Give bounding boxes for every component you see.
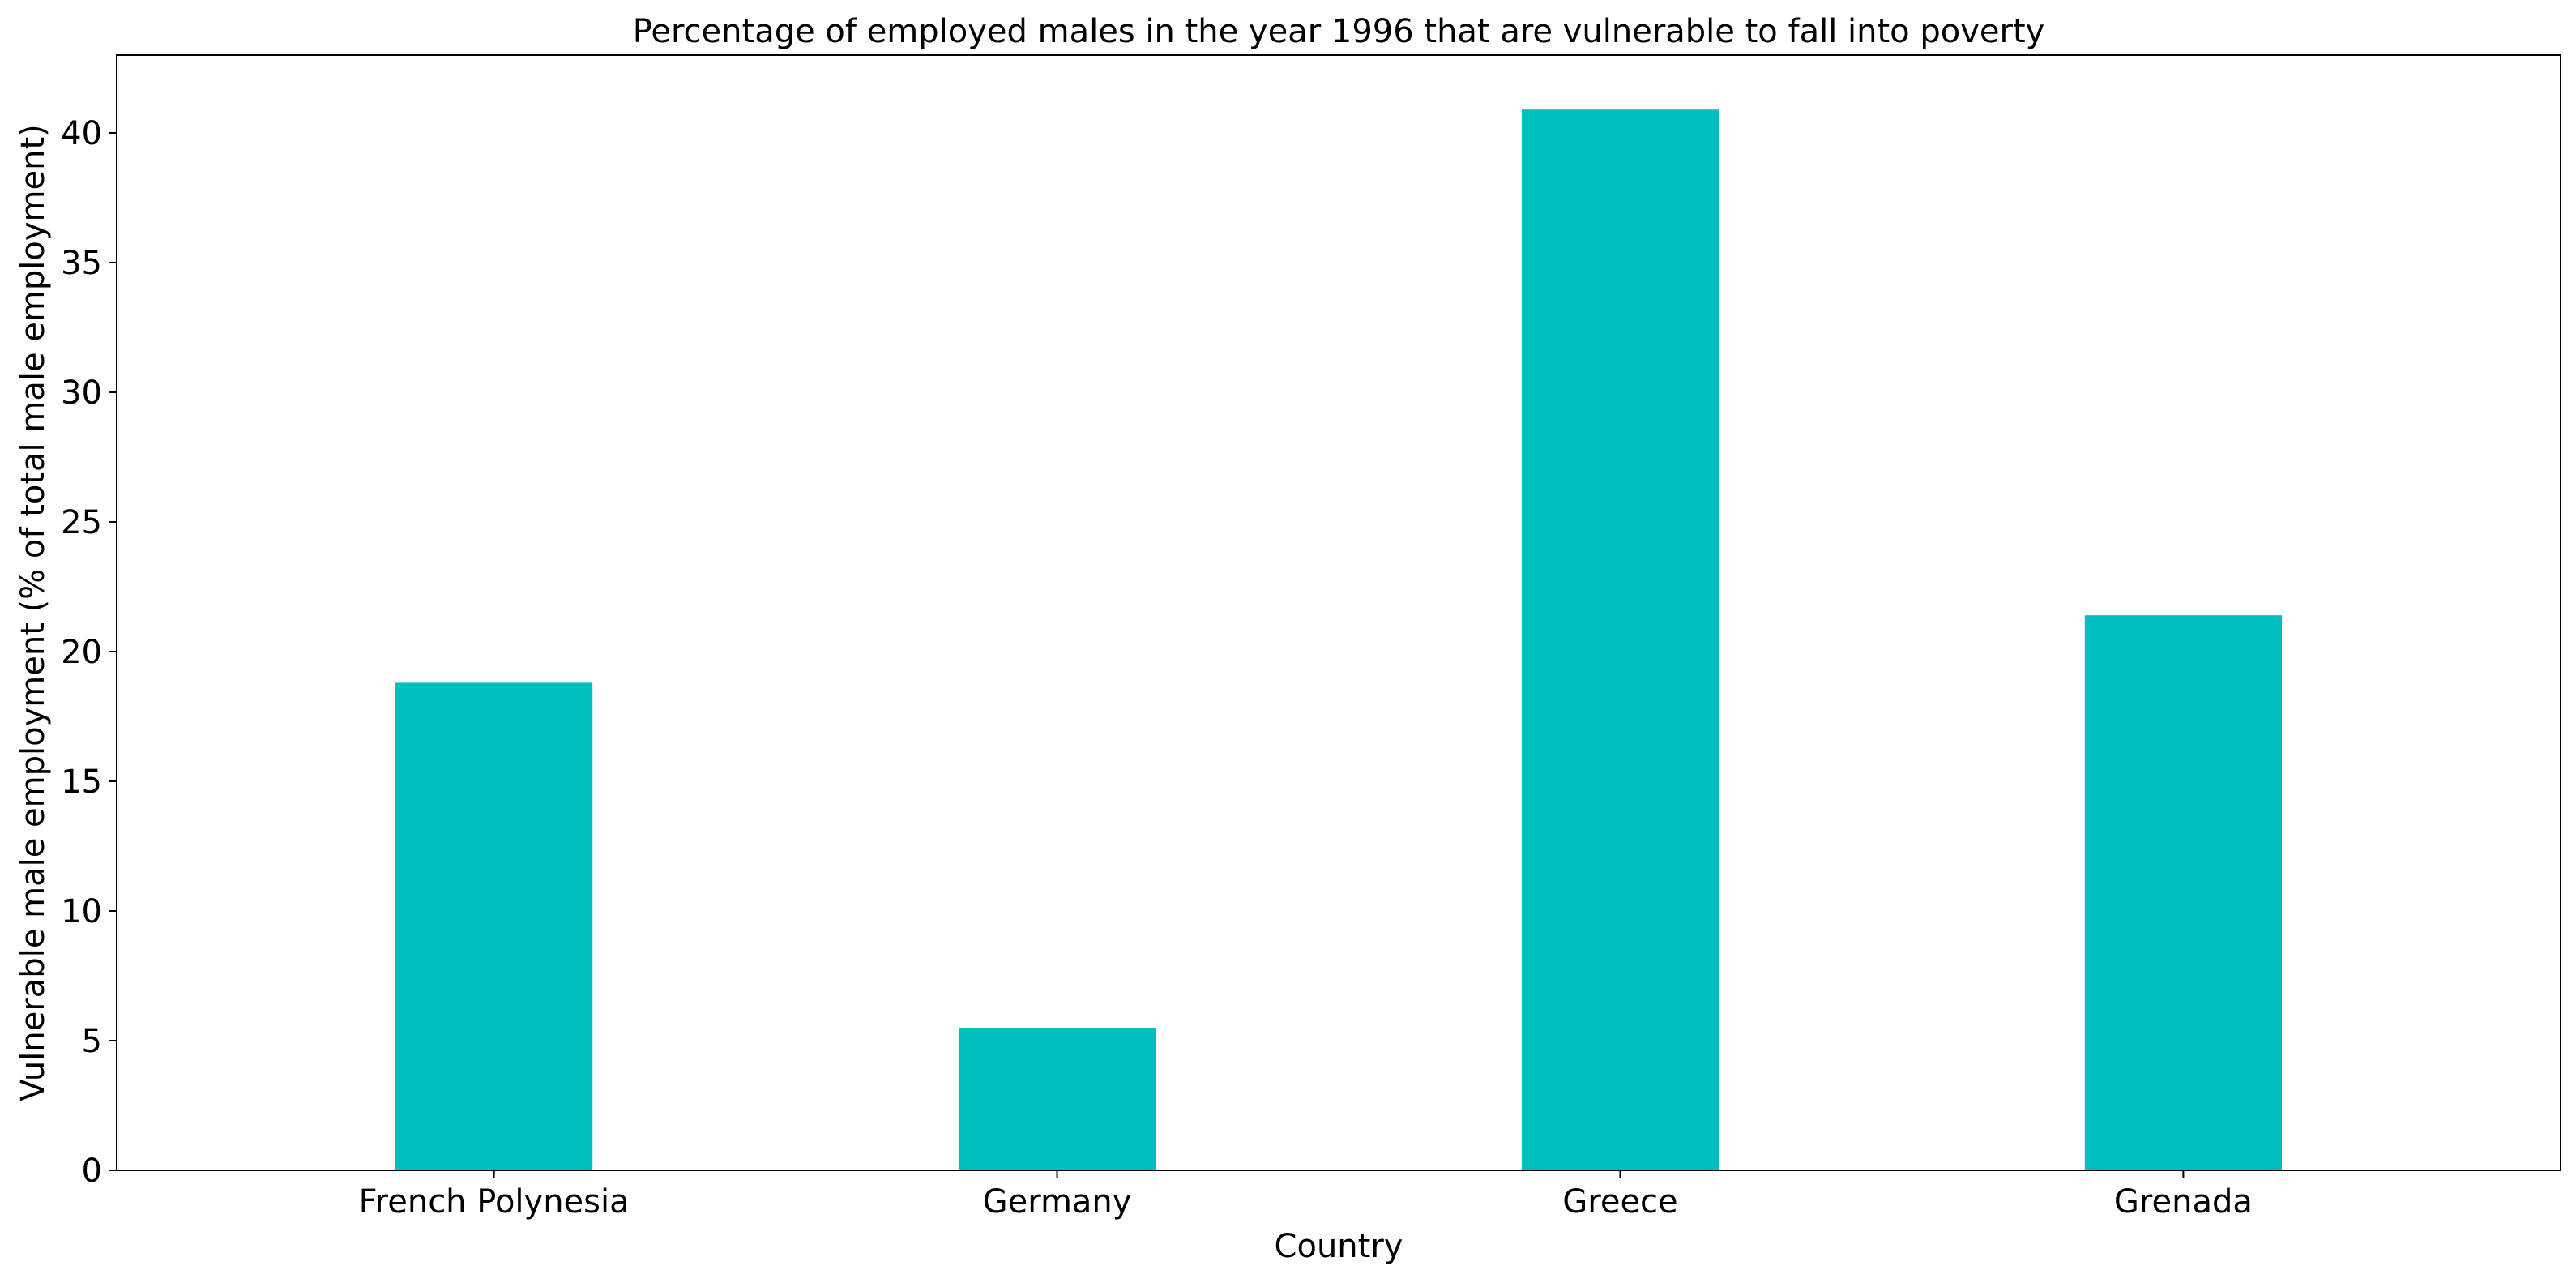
x-tick-label: Germany xyxy=(983,1183,1132,1221)
chart-title: Percentage of employed males in the year… xyxy=(633,13,2045,50)
x-axis-ticks: French Polynesia Germany Greece Grenada xyxy=(359,1170,2253,1221)
x-tick-label: Grenada xyxy=(2114,1183,2253,1221)
y-tick-label: 40 xyxy=(61,115,102,152)
plot-frame xyxy=(116,54,2561,1171)
bar-grenada xyxy=(2084,615,2282,1170)
y-tick-label: 35 xyxy=(61,245,102,282)
x-tick-label: French Polynesia xyxy=(359,1183,630,1221)
y-tick-label: 20 xyxy=(61,634,102,671)
y-axis-ticks: 0 5 10 15 20 25 30 35 40 xyxy=(61,115,117,1190)
bars-layer xyxy=(395,109,2282,1171)
y-tick-label: 10 xyxy=(61,893,102,930)
y-axis-label: Vulnerable male employment (% of total m… xyxy=(15,124,52,1101)
y-tick-label: 30 xyxy=(61,374,102,412)
y-tick-label: 0 xyxy=(82,1153,102,1190)
bar-germany xyxy=(958,1028,1156,1170)
x-tick-label: Greece xyxy=(1562,1183,1677,1221)
bar-french-polynesia xyxy=(395,682,593,1170)
x-axis-label: Country xyxy=(1275,1228,1403,1265)
y-tick-label: 25 xyxy=(61,504,102,541)
bar-greece xyxy=(1521,109,1719,1171)
y-tick-label: 5 xyxy=(82,1023,102,1060)
y-tick-label: 15 xyxy=(61,763,102,801)
